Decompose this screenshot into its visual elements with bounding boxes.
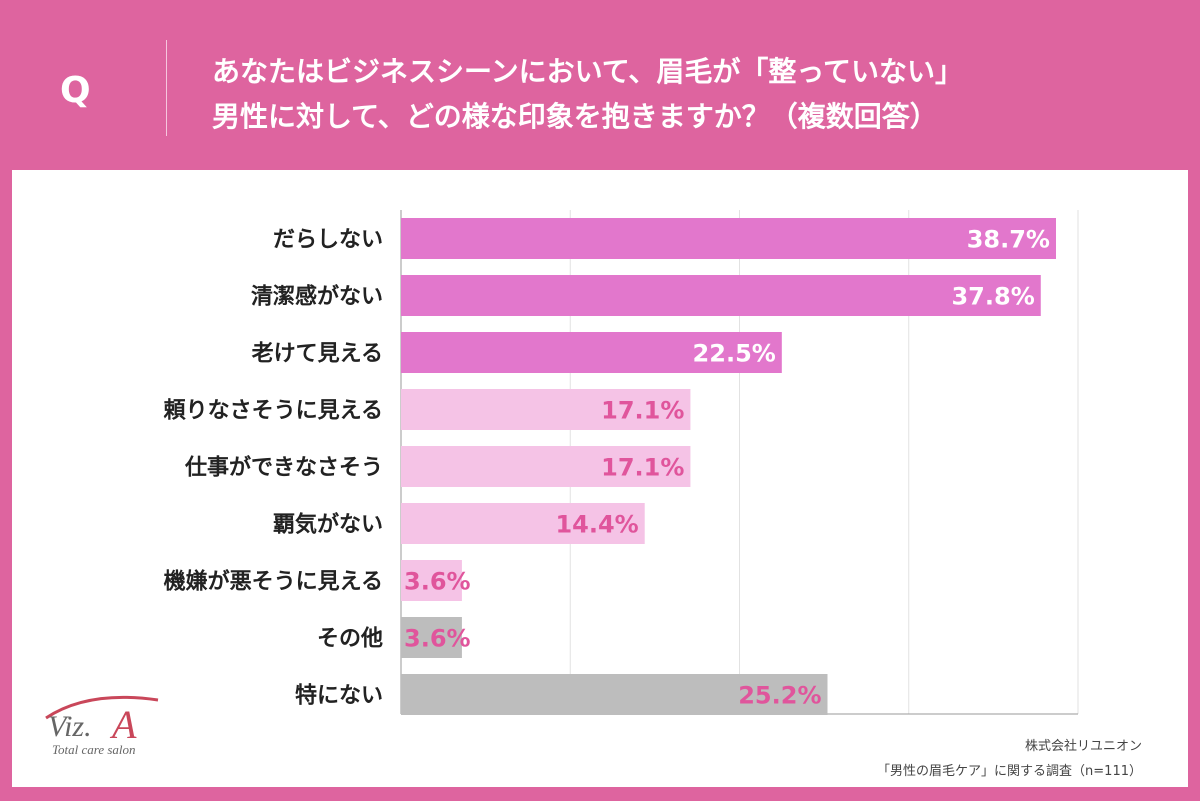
bar [401,503,645,544]
category-label: 特にない [295,683,383,709]
source-company: 株式会社リユニオン [1024,739,1142,754]
bar [401,446,691,487]
viz-a-logo: Viz. A Total care salon [45,695,159,757]
header-divider [166,40,167,136]
bar [401,389,691,430]
bar [401,218,1056,259]
category-label: 覇気がない [273,512,383,538]
value-label: 3.6% [404,625,471,653]
question-title-line-2: 男性に対して、どの様な印象を抱きますか？（複数回答） [212,100,938,133]
category-label: 頼りなさそうに見える [164,399,383,424]
question-title-line-1: あなたはビジネスシーンにおいて、眉毛が「整っていない」 [212,55,963,88]
category-label: 清潔感がない [251,284,383,310]
svg-text:Viz.: Viz. [48,710,92,743]
category-label: 仕事ができなさそう [184,455,383,481]
value-label: 22.5% [693,340,776,368]
bar [401,332,782,373]
bar [401,275,1041,316]
value-label: 17.1% [601,397,684,425]
value-label: 37.8% [951,283,1034,311]
value-label: 38.7% [967,226,1050,254]
svg-text:Total care salon: Total care salon [52,742,136,757]
source-survey: 「男性の眉毛ケア」に関する調査（n=111） [877,764,1142,779]
value-label: 14.4% [555,511,638,539]
svg-text:A: A [109,702,137,747]
bar-chart: だらしない 38.7% 清潔感がない 37.8% 老けて見える 22.5% 頼りなさそうに見… [164,210,1079,715]
value-label: 3.6% [404,568,471,596]
question-letter: Q [60,70,91,111]
value-label: 25.2% [738,682,821,710]
category-label: だらしない [273,228,383,253]
bar [401,560,462,601]
category-label: 老けて見える [251,342,383,367]
bar [401,617,462,658]
category-label: その他 [317,627,383,652]
chart-panel: だらしない 38.7% 清潔感がない 37.8% 老けて見える 22.5% 頼りなさそうに見… [12,170,1188,787]
value-label: 17.1% [601,454,684,482]
bar [401,674,828,715]
category-label: 機嫌が悪そうに見える [164,569,383,595]
